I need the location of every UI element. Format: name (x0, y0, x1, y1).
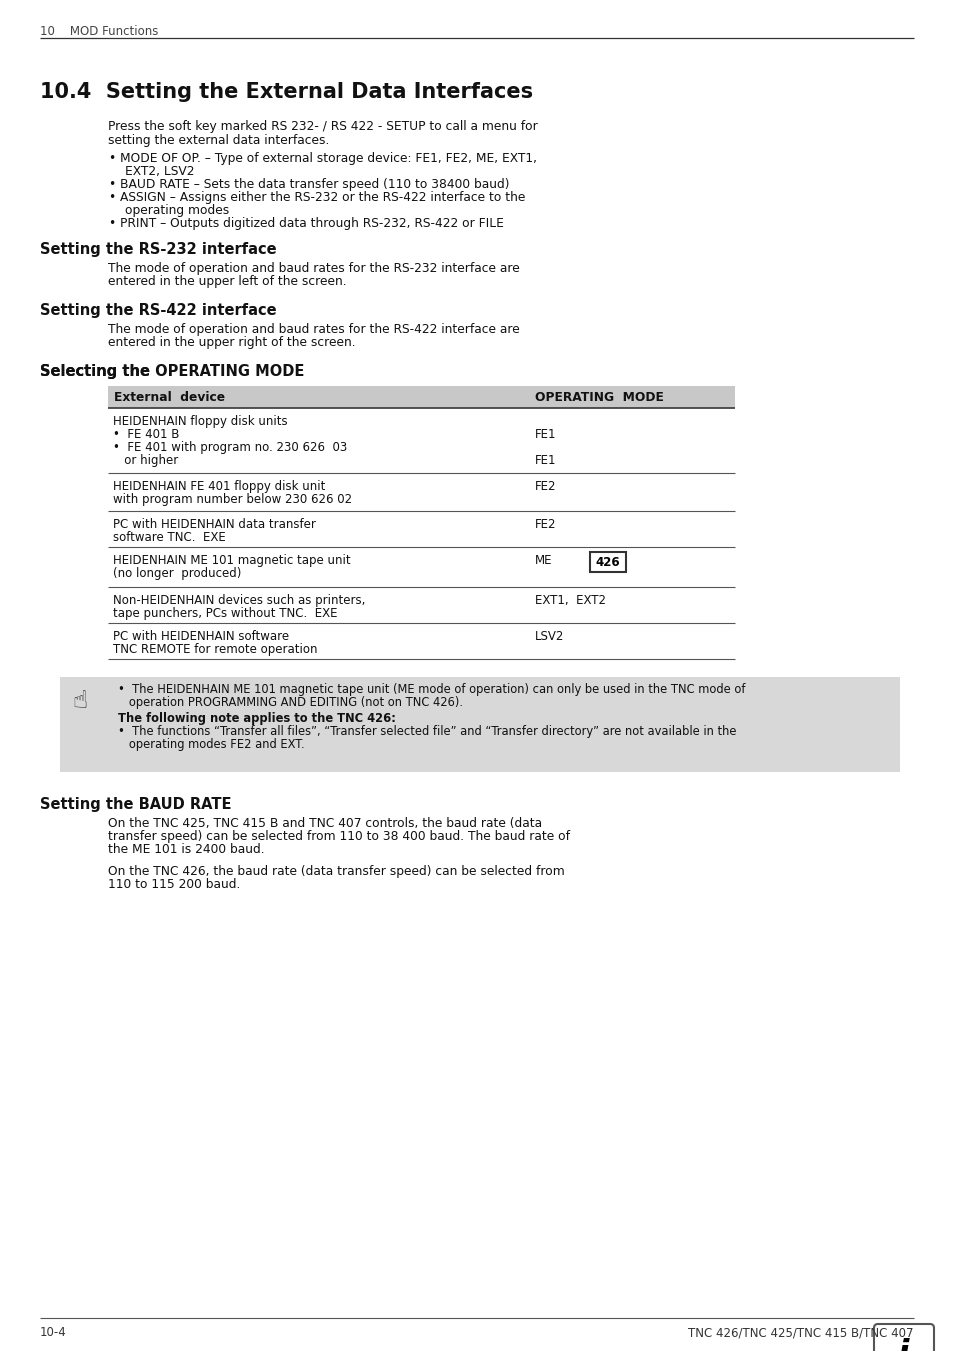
Text: ☝: ☝ (71, 689, 87, 713)
Text: the ME 101 is 2400 baud.: the ME 101 is 2400 baud. (108, 843, 264, 857)
Text: ME: ME (535, 554, 552, 567)
Text: Press the soft key marked RS 232- / RS 422 - SETUP to call a menu for: Press the soft key marked RS 232- / RS 4… (108, 120, 537, 132)
Text: The mode of operation and baud rates for the RS-232 interface are: The mode of operation and baud rates for… (108, 262, 519, 276)
Text: Setting the RS-232 interface: Setting the RS-232 interface (40, 242, 276, 257)
Text: PC with HEIDENHAIN data transfer: PC with HEIDENHAIN data transfer (112, 517, 315, 531)
Text: •: • (108, 153, 115, 165)
Text: entered in the upper left of the screen.: entered in the upper left of the screen. (108, 276, 346, 288)
Text: ASSIGN – Assigns either the RS-232 or the RS-422 interface to the: ASSIGN – Assigns either the RS-232 or th… (120, 190, 525, 204)
Text: TNC REMOTE for remote operation: TNC REMOTE for remote operation (112, 643, 317, 657)
Text: tape punchers, PCs without TNC.  EXE: tape punchers, PCs without TNC. EXE (112, 607, 337, 620)
Bar (589, 553, 625, 571)
Text: MODE OF OP. – Type of external storage device: FE1, FE2, ME, EXT1,: MODE OF OP. – Type of external storage d… (120, 153, 537, 165)
Text: 10-4: 10-4 (40, 1325, 67, 1339)
Text: operating modes: operating modes (125, 204, 229, 218)
Text: software TNC.  EXE: software TNC. EXE (112, 531, 226, 544)
Text: operation PROGRAMMING AND EDITING (not on TNC 426).: operation PROGRAMMING AND EDITING (not o… (118, 696, 462, 709)
Text: FE2: FE2 (535, 517, 556, 531)
Text: Selecting the ​OPERATING MODE: Selecting the ​OPERATING MODE (40, 363, 304, 380)
Text: entered in the upper right of the screen.: entered in the upper right of the screen… (108, 336, 355, 349)
Text: PRINT – Outputs digitized data through RS-232, RS-422 or FILE: PRINT – Outputs digitized data through R… (120, 218, 503, 230)
Text: PC with HEIDENHAIN software: PC with HEIDENHAIN software (112, 630, 289, 643)
Text: •  FE 401 B: • FE 401 B (112, 428, 179, 440)
Text: Non-HEIDENHAIN devices such as printers,: Non-HEIDENHAIN devices such as printers, (112, 594, 365, 607)
Text: setting the external data interfaces.: setting the external data interfaces. (108, 134, 329, 147)
Text: •: • (108, 190, 115, 204)
Text: 110 to 115 200 baud.: 110 to 115 200 baud. (108, 878, 240, 892)
Text: BAUD RATE – Sets the data transfer speed (110 to 38400 baud): BAUD RATE – Sets the data transfer speed… (120, 178, 509, 190)
FancyBboxPatch shape (873, 1324, 933, 1351)
Text: TNC 426/TNC 425/TNC 415 B/TNC 407: TNC 426/TNC 425/TNC 415 B/TNC 407 (688, 1325, 913, 1339)
Text: HEIDENHAIN ME 101 magnetic tape unit: HEIDENHAIN ME 101 magnetic tape unit (112, 554, 351, 567)
Text: EXT1,  EXT2: EXT1, EXT2 (535, 594, 605, 607)
Text: Setting the BAUD RATE: Setting the BAUD RATE (40, 797, 232, 812)
Text: or higher: or higher (112, 454, 178, 467)
Text: External  device: External device (113, 390, 225, 404)
Text: •  The functions “Transfer all files”, “Transfer selected file” and “Transfer di: • The functions “Transfer all files”, “T… (118, 725, 736, 738)
Text: transfer speed) can be selected from 110 to 38 400 baud. The baud rate of: transfer speed) can be selected from 110… (108, 830, 569, 843)
Bar (60, 677, 899, 771)
Text: FE1: FE1 (535, 428, 556, 440)
Text: 426: 426 (595, 555, 619, 569)
Text: FE2: FE2 (535, 480, 556, 493)
Text: •: • (108, 178, 115, 190)
Text: Selecting the: Selecting the (40, 363, 155, 380)
Text: operating modes FE2 and EXT.: operating modes FE2 and EXT. (118, 738, 304, 751)
Text: 10    MOD Functions: 10 MOD Functions (40, 26, 158, 38)
Text: with program number below 230 626 02: with program number below 230 626 02 (112, 493, 352, 507)
Text: Setting the RS-422 interface: Setting the RS-422 interface (40, 303, 276, 317)
Text: HEIDENHAIN FE 401 floppy disk unit: HEIDENHAIN FE 401 floppy disk unit (112, 480, 325, 493)
Text: (no longer  produced): (no longer produced) (112, 567, 241, 580)
Text: FE1: FE1 (535, 454, 556, 467)
Text: The following note applies to the TNC 426:: The following note applies to the TNC 42… (118, 712, 395, 725)
Text: •  The HEIDENHAIN ME 101 magnetic tape unit (ME mode of operation) can only be u: • The HEIDENHAIN ME 101 magnetic tape un… (118, 684, 744, 696)
Text: i: i (898, 1337, 909, 1351)
Text: •  FE 401 with program no. 230 626  03: • FE 401 with program no. 230 626 03 (112, 440, 347, 454)
Text: 10.4  Setting the External Data Interfaces: 10.4 Setting the External Data Interface… (40, 82, 533, 101)
Text: HEIDENHAIN floppy disk units: HEIDENHAIN floppy disk units (112, 415, 287, 428)
Text: LSV2: LSV2 (535, 630, 564, 643)
Text: On the TNC 425, TNC 415 B and TNC 407 controls, the baud rate (data: On the TNC 425, TNC 415 B and TNC 407 co… (108, 817, 541, 830)
Text: EXT2, LSV2: EXT2, LSV2 (125, 165, 194, 178)
Text: OPERATING  MODE: OPERATING MODE (535, 390, 663, 404)
Text: On the TNC 426, the baud rate (data transfer speed) can be selected from: On the TNC 426, the baud rate (data tran… (108, 865, 564, 878)
Bar (108, 386, 734, 408)
Text: •: • (108, 218, 115, 230)
Text: The mode of operation and baud rates for the RS-422 interface are: The mode of operation and baud rates for… (108, 323, 519, 336)
